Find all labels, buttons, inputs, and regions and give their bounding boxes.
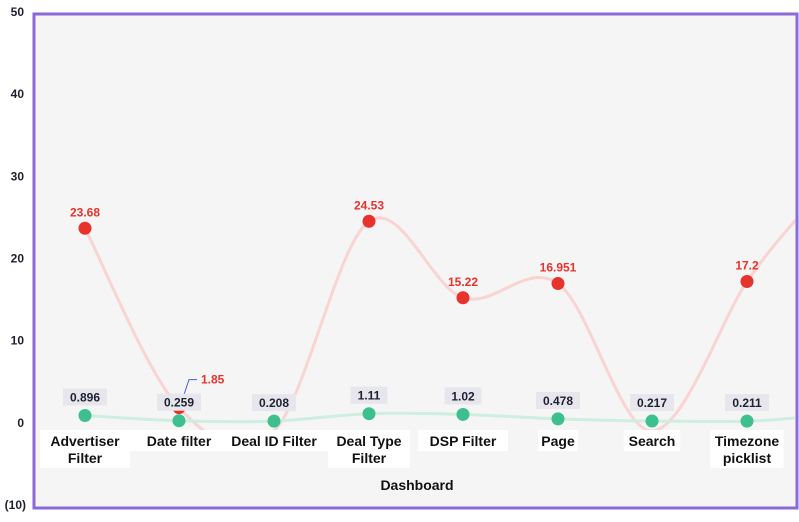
y-tick-label: 10	[11, 334, 25, 348]
data-point-green	[551, 412, 565, 426]
x-category-label: DSP Filter	[418, 430, 508, 451]
svg-text:Search: Search	[629, 433, 676, 449]
data-label-box	[444, 387, 482, 405]
data-point-red	[456, 291, 470, 305]
svg-text:picklist: picklist	[723, 450, 772, 466]
data-label-red: 24.53	[354, 198, 384, 212]
data-point-red	[362, 214, 376, 228]
data-label-green: 1.02	[451, 389, 475, 403]
data-label-box	[63, 388, 107, 406]
y-tick-label: (10)	[5, 498, 26, 512]
svg-text:Timezone: Timezone	[715, 433, 780, 449]
data-point-green	[78, 408, 92, 422]
data-point-green	[456, 407, 470, 421]
svg-text:Advertiser: Advertiser	[50, 433, 120, 449]
data-label-box	[350, 386, 388, 404]
data-point-green	[362, 407, 376, 421]
svg-text:Filter: Filter	[68, 450, 103, 466]
data-point-green	[645, 414, 659, 428]
data-label-red: 23.68	[70, 205, 100, 219]
data-label-box	[725, 394, 769, 412]
series-line-red	[83, 216, 795, 448]
data-label-green: 0.478	[543, 394, 573, 408]
y-tick-label: 40	[11, 87, 25, 101]
data-label-box	[536, 391, 580, 409]
x-category-label: Deal ID Filter	[212, 430, 336, 451]
data-point-green	[740, 414, 754, 428]
data-label-green: 0.896	[70, 390, 100, 404]
svg-text:Deal Type: Deal Type	[336, 433, 401, 449]
x-category-label: Date filter	[129, 430, 229, 451]
data-label-red: 17.2	[735, 259, 759, 273]
svg-text:DSP Filter: DSP Filter	[430, 433, 497, 449]
svg-text:Date filter: Date filter	[147, 433, 212, 449]
data-label-green: 1.11	[358, 389, 381, 403]
svg-text:Filter: Filter	[352, 450, 387, 466]
data-label-box	[252, 394, 296, 412]
data-point-green	[172, 414, 186, 428]
data-point-red	[551, 277, 565, 291]
data-label-green: 0.211	[732, 396, 762, 410]
data-label-box	[630, 394, 674, 412]
plot-frame	[32, 12, 799, 510]
y-tick-label: 50	[11, 5, 25, 19]
data-point-red	[78, 221, 92, 235]
y-tick-label: 30	[11, 169, 25, 183]
data-label-red: 15.22	[448, 275, 478, 289]
y-tick-label: 20	[11, 252, 25, 266]
data-label-box	[157, 393, 201, 411]
x-axis-label: Dashboard	[380, 477, 453, 493]
data-label-green: 0.217	[637, 396, 667, 410]
data-label-green: 0.208	[259, 396, 289, 410]
data-label-red: 16.951	[540, 261, 577, 275]
data-label-red: 1.85	[201, 373, 225, 387]
data-label-green: 0.259	[164, 396, 194, 410]
svg-text:Page: Page	[541, 433, 575, 449]
data-point-red	[740, 275, 754, 289]
x-category-label: Page	[538, 430, 578, 451]
data-point-green	[267, 414, 281, 428]
y-tick-label: 0	[17, 416, 24, 430]
svg-text:Deal ID Filter: Deal ID Filter	[231, 433, 317, 449]
x-category-label: Search	[623, 430, 681, 451]
